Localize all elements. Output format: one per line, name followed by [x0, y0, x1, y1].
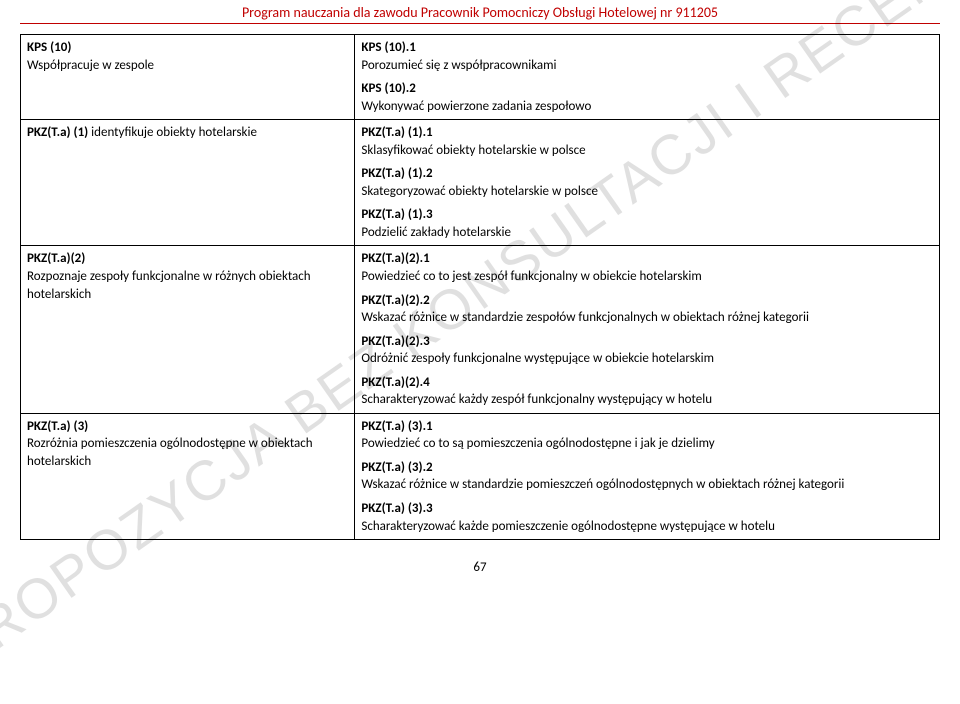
outcome-entry: PKZ(T.a) (1).2Skategoryzować obiekty hot… [361, 165, 933, 200]
row-desc: Współpracuje w zespole [27, 57, 348, 75]
outcome-entry: PKZ(T.a)(2).3Odróżnić zespoły funkcjonal… [361, 333, 933, 368]
outcome-entry: PKZ(T.a) (3).3Scharakteryzować każde pom… [361, 500, 933, 535]
code-label: PKZ(T.a) (1) [27, 125, 88, 140]
row-desc: Rozpoznaje zespoły funkcjonalne w różnyc… [27, 268, 348, 303]
code-label: KPS (10).2 [361, 80, 933, 98]
outcome-text: Scharakteryzować każde pomieszczenie ogó… [361, 518, 933, 536]
outcome-text: Sklasyfikować obiekty hotelarskie w pols… [361, 142, 933, 160]
code-label: PKZ(T.a) (3).1 [361, 418, 933, 436]
outcome-entry: PKZ(T.a) (1).1Sklasyfikować obiekty hote… [361, 124, 933, 159]
outcome-entry: PKZ(T.a) (3).2Wskazać różnice w standard… [361, 459, 933, 494]
outcome-entry: PKZ(T.a) (3).1Powiedzieć co to są pomies… [361, 418, 933, 453]
outcome-text: Wykonywać powierzone zadania zespołowo [361, 98, 933, 116]
outcome-text: Wskazać różnice w standardzie pomieszcze… [361, 476, 933, 494]
outcome-entry: PKZ(T.a) (1).3Podzielić zakłady hotelars… [361, 206, 933, 241]
code-label: KPS (10) [27, 39, 348, 57]
outcome-entry: PKZ(T.a)(2).4Scharakteryzować każdy zesp… [361, 374, 933, 409]
code-label: PKZ(T.a)(2).1 [361, 250, 933, 268]
curriculum-table: KPS (10)Współpracuje w zespoleKPS (10).1… [20, 34, 940, 540]
table-row: PKZ(T.a)(2)Rozpoznaje zespoły funkcjonal… [21, 246, 940, 413]
outcome-entry: KPS (10).1Porozumieć się z współpracowni… [361, 39, 933, 74]
outcome-text: Odróżnić zespoły funkcjonalne występując… [361, 350, 933, 368]
code-label: PKZ(T.a) (3) [27, 418, 348, 436]
row-left: KPS (10)Współpracuje w zespole [21, 35, 355, 120]
code-label: KPS (10).1 [361, 39, 933, 57]
outcome-text: Skategoryzować obiekty hotelarskie w pol… [361, 183, 933, 201]
row-right: PKZ(T.a) (3).1Powiedzieć co to są pomies… [355, 413, 940, 539]
page-header: Program nauczania dla zawodu Pracownik P… [20, 0, 940, 24]
table-row: PKZ(T.a) (3)Rozróżnia pomieszczenia ogól… [21, 413, 940, 539]
row-left: PKZ(T.a)(2)Rozpoznaje zespoły funkcjonal… [21, 246, 355, 413]
outcome-text: Powiedzieć co to jest zespół funkcjonaln… [361, 268, 933, 286]
outcome-entry: PKZ(T.a)(2).1Powiedzieć co to jest zespó… [361, 250, 933, 285]
page-number: 67 [0, 560, 960, 575]
code-label: PKZ(T.a) (1).1 [361, 124, 933, 142]
outcome-entry: PKZ(T.a)(2).2Wskazać różnice w standardz… [361, 292, 933, 327]
row-desc: Rozróżnia pomieszczenia ogólnodostępne w… [27, 435, 348, 470]
row-left: PKZ(T.a) (3)Rozróżnia pomieszczenia ogól… [21, 413, 355, 539]
code-label: PKZ(T.a) (1).2 [361, 165, 933, 183]
code-label: PKZ(T.a) (3).3 [361, 500, 933, 518]
row-desc: identyfikuje obiekty hotelarskie [88, 125, 257, 140]
outcome-text: Scharakteryzować każdy zespół funkcjonal… [361, 391, 933, 409]
outcome-text: Porozumieć się z współpracownikami [361, 57, 933, 75]
outcome-text: Podzielić zakłady hotelarskie [361, 224, 933, 242]
code-label: PKZ(T.a) (1).3 [361, 206, 933, 224]
row-right: PKZ(T.a)(2).1Powiedzieć co to jest zespó… [355, 246, 940, 413]
outcome-entry: KPS (10).2Wykonywać powierzone zadania z… [361, 80, 933, 115]
row-right: PKZ(T.a) (1).1Sklasyfikować obiekty hote… [355, 120, 940, 246]
row-right: KPS (10).1Porozumieć się z współpracowni… [355, 35, 940, 120]
code-label: PKZ(T.a)(2).3 [361, 333, 933, 351]
code-label: PKZ(T.a) (3).2 [361, 459, 933, 477]
outcome-text: Powiedzieć co to są pomieszczenia ogólno… [361, 435, 933, 453]
outcome-text: Wskazać różnice w standardzie zespołów f… [361, 309, 933, 327]
code-label: PKZ(T.a)(2).2 [361, 292, 933, 310]
code-label: PKZ(T.a)(2).4 [361, 374, 933, 392]
table-row: KPS (10)Współpracuje w zespoleKPS (10).1… [21, 35, 940, 120]
code-label: PKZ(T.a)(2) [27, 250, 348, 268]
table-row: PKZ(T.a) (1) identyfikuje obiekty hotela… [21, 120, 940, 246]
row-left: PKZ(T.a) (1) identyfikuje obiekty hotela… [21, 120, 355, 246]
